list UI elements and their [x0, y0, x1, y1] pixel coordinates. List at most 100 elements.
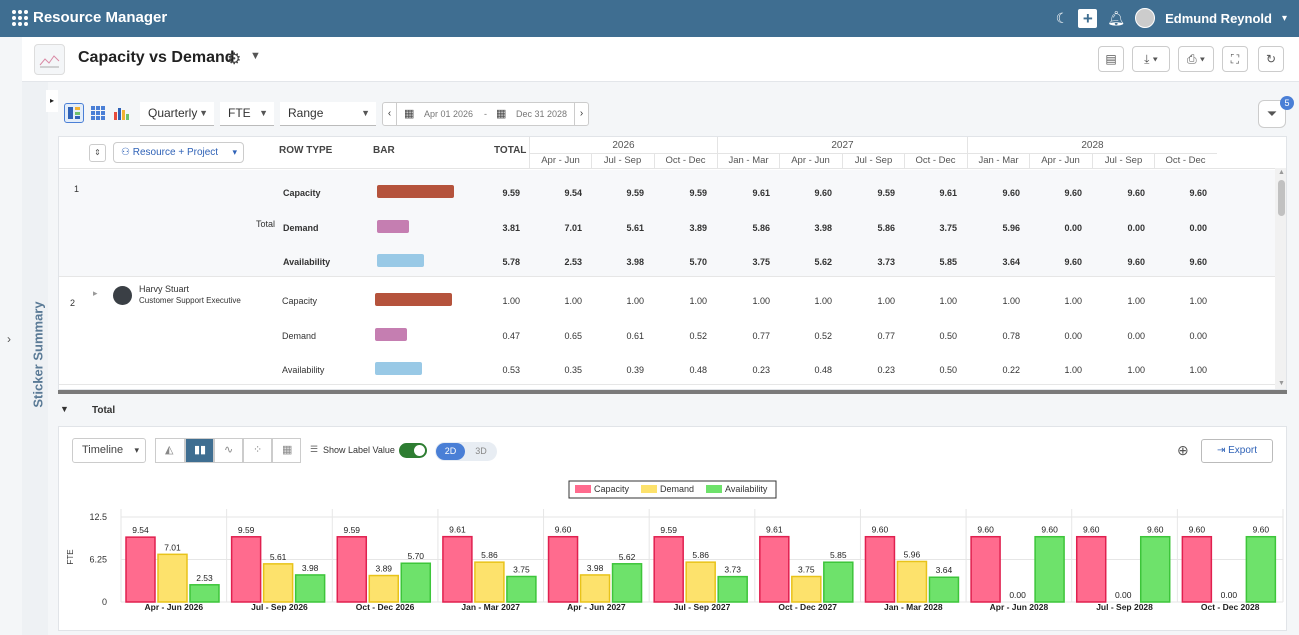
- split-divider[interactable]: [58, 390, 1287, 394]
- mode-3d-button[interactable]: 3D: [475, 446, 487, 456]
- apps-grid-icon[interactable]: [11, 9, 29, 27]
- sticker-summary-panel[interactable]: Sticker Summary: [22, 82, 48, 635]
- avatar: [113, 286, 132, 305]
- scroll-up-icon[interactable]: ▲: [1278, 169, 1285, 176]
- dimension-switch[interactable]: 2D 3D: [435, 442, 497, 461]
- data-label: 3.98: [587, 563, 604, 573]
- capacity-demand-chart: Capacity Demand Availability 0 6.25 12.5 FTE 9.…: [66, 480, 1284, 612]
- value-cell: 1.00: [626, 296, 644, 306]
- row-bar: [377, 220, 409, 233]
- print-button[interactable]: ⎙ ▾: [1178, 46, 1214, 72]
- scrollbar-thumb[interactable]: [1278, 180, 1285, 216]
- value-cell: 3.98: [626, 257, 644, 267]
- user-name[interactable]: Edmund Reynold: [1165, 10, 1272, 26]
- value-cell: 9.60: [814, 188, 832, 198]
- vertical-scrollbar[interactable]: [1275, 168, 1286, 389]
- range-select[interactable]: Range ▼: [280, 102, 376, 126]
- quarter-header: Oct - Dec: [654, 154, 716, 168]
- bar: [717, 575, 748, 603]
- bar: [1139, 535, 1171, 603]
- grid-view-icon[interactable]: [64, 103, 84, 123]
- value-cell: 0.48: [814, 365, 832, 375]
- export-button[interactable]: ⇥ Export: [1201, 439, 1273, 463]
- date-range-picker[interactable]: ‹ ▦ Apr 01 2026 - ▦ Dec 31 2028 ›: [382, 102, 589, 126]
- total-section-label: Total: [92, 405, 116, 416]
- notification-bell-icon[interactable]: 🔔︎: [1107, 9, 1126, 26]
- refresh-button[interactable]: ↻: [1258, 46, 1284, 72]
- collapse-caret-icon[interactable]: ▼: [60, 404, 69, 414]
- add-icon[interactable]: +: [1078, 8, 1098, 28]
- table-row-group[interactable]: 2 ▸ Harvy Stuart Customer Support Executive…: [59, 278, 1275, 385]
- collapse-panel-icon[interactable]: ▸: [46, 90, 58, 112]
- total-section-header[interactable]: ▼ Total: [58, 400, 1287, 422]
- group-by-select[interactable]: ⚇ Resource + Project ▾: [113, 142, 244, 163]
- value-cell: 5.70: [689, 257, 707, 267]
- value-cell: 9.61: [939, 188, 957, 198]
- scatter-chart-button[interactable]: ⁘: [243, 438, 272, 463]
- expand-row-icon[interactable]: ▸: [93, 288, 98, 298]
- value-cell: 0.00: [1127, 223, 1145, 233]
- bar-chart-button[interactable]: ▮▮: [185, 438, 214, 463]
- stacked-chart-button[interactable]: ▦: [272, 438, 301, 463]
- filter-count-badge: 5: [1280, 96, 1294, 110]
- area-chart-button[interactable]: ◭: [155, 438, 185, 463]
- avatar[interactable]: [1135, 8, 1156, 28]
- chart-view-icon[interactable]: [111, 103, 131, 123]
- bar: [864, 535, 896, 603]
- line-chart-button[interactable]: ∿: [214, 438, 243, 463]
- table-view-icon[interactable]: [88, 103, 108, 123]
- data-label: 9.60: [1147, 525, 1164, 535]
- year-header: 2027: [717, 137, 967, 154]
- data-label: 9.54: [132, 525, 149, 535]
- dark-mode-icon[interactable]: ☾: [1055, 9, 1069, 26]
- view-select[interactable]: Timeline ▾: [72, 438, 146, 463]
- x-tick-label: Jan - Mar 2027: [461, 602, 520, 612]
- data-label: 9.60: [872, 525, 889, 535]
- scroll-down-icon[interactable]: ▼: [1278, 380, 1285, 387]
- row-bar: [375, 328, 407, 341]
- prev-range-icon[interactable]: ‹: [383, 103, 397, 125]
- chevron-down-icon[interactable]: ▾: [1281, 12, 1287, 24]
- chevron-down-icon[interactable]: ▼: [250, 50, 261, 62]
- calendar-icon[interactable]: ▦: [404, 108, 415, 120]
- value-cell: 9.60: [1002, 188, 1020, 198]
- date-to[interactable]: Dec 31 2028: [516, 109, 568, 119]
- mode-2d-button[interactable]: 2D: [436, 443, 465, 460]
- fullscreen-button[interactable]: ⛶: [1222, 46, 1248, 72]
- sticker-summary-label[interactable]: Sticker Summary: [30, 301, 46, 408]
- unit-select[interactable]: FTE ▼: [220, 102, 274, 126]
- expand-collapse-all-icon[interactable]: ⇕: [89, 144, 106, 162]
- bar: [611, 563, 643, 603]
- chevron-down-icon: ▾: [134, 445, 139, 455]
- resource-name[interactable]: Harvy Stuart: [139, 284, 190, 294]
- period-select[interactable]: Quarterly ▼: [140, 102, 214, 126]
- zoom-in-icon[interactable]: ⊕: [1177, 442, 1189, 458]
- value-cell: 9.61: [752, 188, 770, 198]
- notes-button[interactable]: ▤: [1098, 46, 1124, 72]
- total-cell: 3.81: [502, 223, 520, 233]
- bar: [1034, 535, 1065, 603]
- data-label: 5.85: [830, 550, 847, 560]
- next-range-icon[interactable]: ›: [574, 103, 588, 125]
- date-from[interactable]: Apr 01 2026: [424, 109, 474, 119]
- show-label-text: Show Label Value: [323, 445, 395, 455]
- download-button[interactable]: ⤓ ▾: [1132, 46, 1170, 72]
- data-label: 9.60: [1041, 525, 1058, 535]
- bar: [759, 535, 790, 603]
- calendar-icon[interactable]: ▦: [496, 108, 507, 120]
- row-bar: [377, 185, 454, 198]
- x-tick-label: Apr - Jun 2028: [990, 602, 1049, 612]
- gear-icon[interactable]: ⚙: [227, 51, 242, 68]
- x-tick-label: Jul - Sep 2027: [674, 602, 731, 612]
- table-row-group[interactable]: 1 Total Capacity 9.59 9.54 9.59 9.59 9.61 9.60 9.…: [59, 170, 1275, 277]
- data-label: 9.60: [555, 525, 572, 535]
- value-cell: 5.96: [1002, 223, 1020, 233]
- row-bar: [375, 362, 422, 375]
- value-cell: 2.53: [564, 257, 582, 267]
- grid-toolbar: Quarterly ▼ FTE ▼ Range ▼ ‹ ▦ Apr 01 2026 -…: [58, 96, 1294, 128]
- show-label-toggle[interactable]: [399, 443, 427, 458]
- value-cell: 7.01: [564, 223, 582, 233]
- expand-sidebar-icon[interactable]: ›: [7, 332, 11, 346]
- bar: [685, 561, 716, 603]
- value-cell: 9.59: [626, 188, 644, 198]
